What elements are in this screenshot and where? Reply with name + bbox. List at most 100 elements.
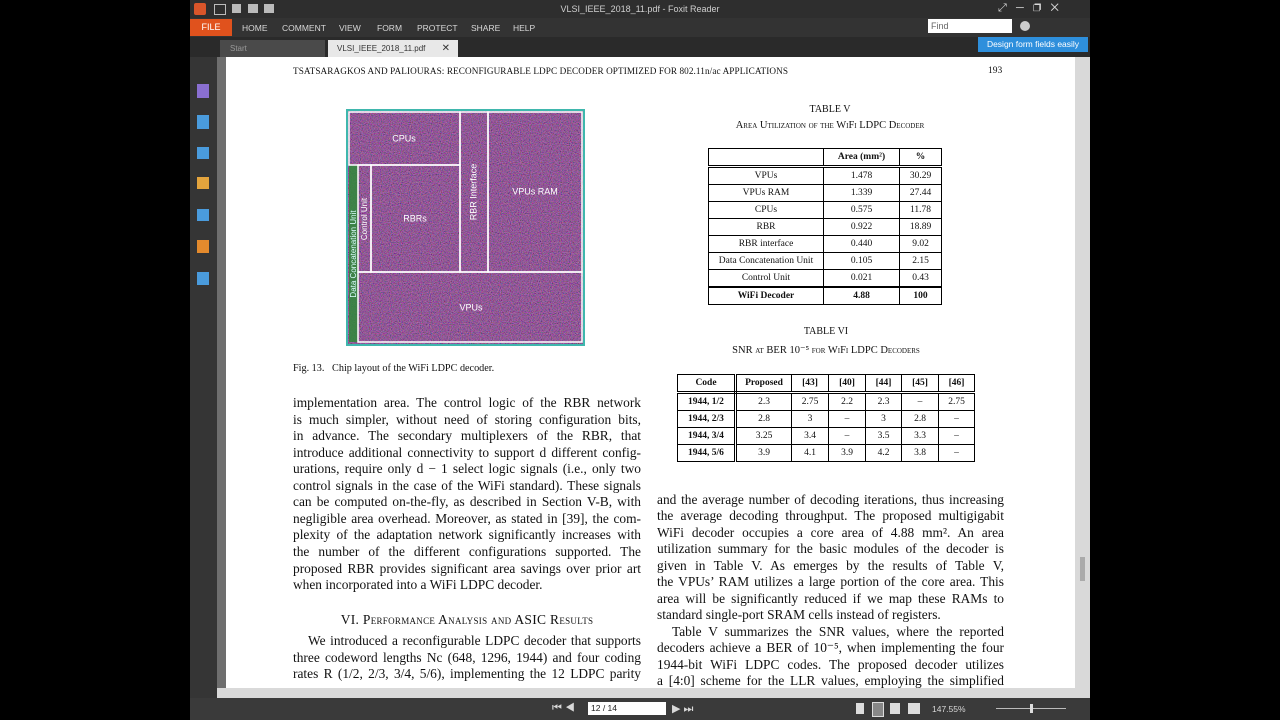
table-cell: RBR interface: [708, 235, 824, 253]
vertical-scrollbar[interactable]: [1075, 57, 1090, 698]
tab-label: VLSI_IEEE_2018_11.pdf: [337, 44, 426, 53]
text-line: introduce additional connectivity to sup…: [293, 444, 641, 460]
text-line: given in Table V. As emerges by the resu…: [657, 557, 1004, 573]
table-row: CPUs 0.575 11.78: [708, 201, 942, 219]
table-cell: 2.3: [865, 392, 902, 411]
file-button[interactable]: FILE: [190, 19, 232, 36]
find-box[interactable]: Find: [928, 19, 1012, 33]
table-cell: 2.8: [735, 410, 792, 428]
table-row: Control Unit 0.021 0.43: [708, 269, 942, 288]
sidebar-icon[interactable]: [197, 115, 209, 129]
table-cell: 4.1: [791, 444, 829, 462]
pdf-page: TSATSARAGKOS AND PALIOURAS: RECONFIGURAB…: [226, 57, 1075, 688]
header-cell: [40]: [828, 374, 866, 394]
table-cell: 1944, 5/6: [677, 444, 737, 462]
text-line: proposed RBR provides significant area s…: [293, 560, 641, 576]
view-mode[interactable]: [872, 702, 884, 717]
tab-bar: Start VLSI_IEEE_2018_11.pdf ✕ Design form…: [190, 37, 1090, 57]
text-line: Table V summarizes the SNR values, where…: [672, 624, 1004, 639]
table-cell: 2.3: [735, 392, 792, 411]
table-cell: 2.75: [938, 392, 975, 411]
table-cell: 3.3: [901, 427, 939, 445]
table-cell: 0.105: [823, 252, 900, 270]
table-row: VPUs RAM 1.339 27.44: [708, 184, 942, 202]
text-line: We introduced a reconfigurable LDPC deco…: [308, 633, 641, 648]
text-line: in advance. The secondary multiplexers o…: [293, 428, 641, 444]
sidebar-icon[interactable]: [197, 84, 209, 98]
table-cell: 1.478: [823, 166, 900, 185]
menu-item[interactable]: FORM: [377, 23, 403, 33]
text-line: area will be significantly reduced if we…: [657, 590, 1004, 606]
header-cell: Area (mm²): [823, 148, 900, 168]
text-line: standard single-port SRAM cells instead …: [657, 607, 941, 623]
data-table: Code Proposed [43] [40] [44] [45] [46] 1944, 1/…: [677, 374, 975, 462]
table-title: SNR at BER 10⁻⁵ for WiFi LDPC Decoders: [732, 345, 920, 356]
table-cell: 2.8: [901, 410, 939, 428]
menu-item[interactable]: PROTECT: [417, 23, 458, 33]
menu-item[interactable]: HELP: [513, 23, 536, 33]
banner[interactable]: Design form fields easily: [978, 37, 1088, 52]
block-label: CPUs: [392, 133, 416, 143]
header-cell: Proposed: [735, 374, 792, 394]
table-cell: –: [938, 427, 975, 445]
table-cell: 11.78: [899, 201, 942, 219]
text-line: the number of the different configuratio…: [293, 543, 641, 559]
settings-icon[interactable]: [1020, 21, 1030, 31]
table-cell: 4.2: [865, 444, 902, 462]
block-label: VPUs RAM: [512, 186, 558, 196]
sidebar-icon[interactable]: [197, 209, 209, 221]
save-icon[interactable]: [232, 4, 241, 13]
text-line: and the average number of decoding itera…: [657, 492, 1004, 507]
table-row: VPUs 1.478 30.29: [708, 166, 942, 185]
sidebar-icon[interactable]: [197, 272, 209, 285]
scroll-thumb[interactable]: [1080, 557, 1085, 581]
email-icon[interactable]: [264, 4, 274, 13]
block-label: Data Concatenation Unit: [349, 210, 358, 298]
view-mode[interactable]: [856, 703, 864, 714]
table-row: 1944, 5/6 3.9 4.1 3.9 4.2 3.8–: [677, 444, 975, 462]
sidebar: [190, 57, 217, 698]
menu-item[interactable]: COMMENT: [282, 23, 326, 33]
sidebar-icon[interactable]: [197, 147, 209, 159]
tab-active[interactable]: VLSI_IEEE_2018_11.pdf ✕: [328, 40, 458, 57]
window-controls[interactable]: ⤢ ─ ❐ ✕: [998, 2, 1059, 14]
table-cell: 2.2: [828, 392, 866, 411]
page-input[interactable]: 12 / 14: [588, 702, 666, 715]
table-cell: 30.29: [899, 166, 942, 185]
table-cell: 0.575: [823, 201, 900, 219]
dcu-block: [349, 165, 358, 342]
table-label: TABLE VI: [803, 326, 849, 337]
table-cell: 3.4: [791, 427, 829, 445]
view-mode[interactable]: [908, 703, 920, 714]
zoom-level[interactable]: 147.55%: [932, 704, 966, 714]
print-icon[interactable]: [248, 4, 258, 13]
zoom-thumb[interactable]: [1030, 704, 1033, 713]
table-cell: 1.339: [823, 184, 900, 202]
table-cell: WiFi Decoder: [708, 286, 824, 305]
title-bar: VLSI_IEEE_2018_11.pdf - Foxit Reader ⤢ ─…: [190, 0, 1090, 18]
table-cell: –: [828, 427, 866, 445]
sidebar-icon[interactable]: [197, 240, 209, 253]
header-cell: [43]: [791, 374, 829, 394]
figure-caption: Fig. 13. Chip layout of the WiFi LDPC de…: [293, 363, 495, 374]
text-line: control signals in the case of the WiFi …: [293, 477, 641, 493]
table-cell: 0.440: [823, 235, 900, 253]
tab-close[interactable]: ✕: [441, 43, 450, 54]
table-cell: 1944, 1/2: [677, 392, 737, 411]
open-icon[interactable]: [214, 4, 226, 15]
horizontal-scrollbar[interactable]: [217, 688, 1083, 698]
menu-bar: FILE HOME COMMENT VIEW FORM PROTECT SHARE HELP…: [190, 18, 1090, 37]
table-cell: Control Unit: [708, 269, 824, 288]
menu-item[interactable]: SHARE: [471, 23, 501, 33]
view-mode[interactable]: [890, 703, 900, 714]
page-nav-prev[interactable]: ⏮ ◀: [552, 702, 575, 714]
tab[interactable]: Start: [220, 40, 325, 57]
text-line: is much simpler, without need of storing…: [293, 411, 641, 427]
text-line: WiFi decoder occupies a core area of 4.8…: [657, 524, 1004, 540]
menu-item[interactable]: VIEW: [339, 23, 361, 33]
table-cell: 2.75: [791, 392, 829, 411]
menu-item[interactable]: HOME: [242, 23, 268, 33]
page-nav-next[interactable]: ▶ ⏭: [672, 703, 694, 715]
sidebar-icon[interactable]: [197, 177, 209, 189]
text-line: negligible area overhead. Moreover, as s…: [293, 510, 641, 526]
